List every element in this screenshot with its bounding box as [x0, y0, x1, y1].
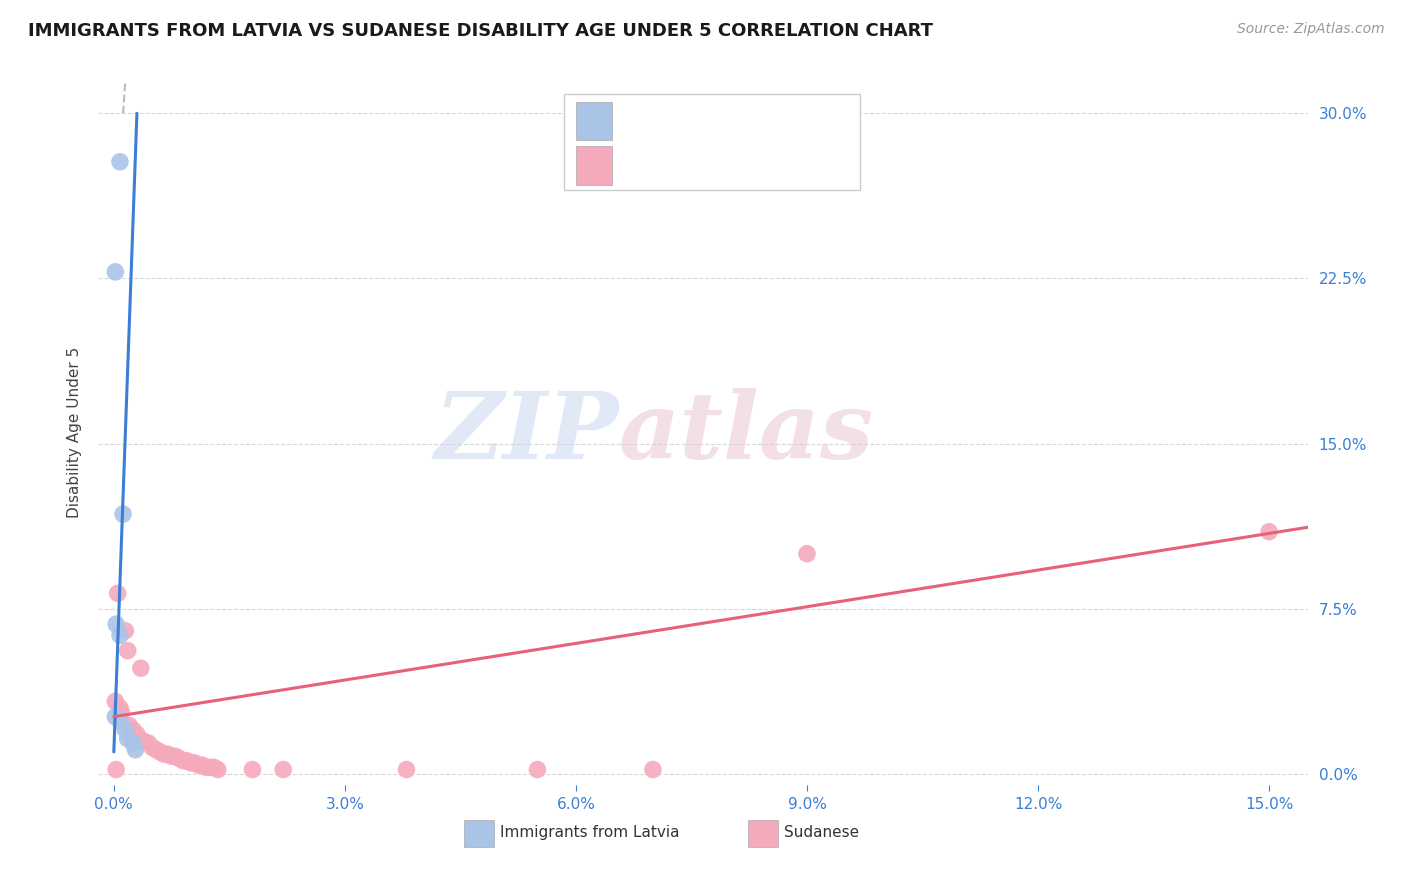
Text: 0.572: 0.572 [665, 157, 718, 175]
Point [141, 740, 163, 755]
Point [108, 628, 131, 642]
Point [153, 747, 176, 761]
Point [107, 586, 129, 600]
Text: IMMIGRANTS FROM LATVIA VS SUDANESE DISABILITY AGE UNDER 5 CORRELATION CHART: IMMIGRANTS FROM LATVIA VS SUDANESE DISAB… [28, 22, 934, 40]
Point [149, 745, 172, 759]
Point [271, 763, 294, 777]
Point [114, 723, 136, 737]
Point [202, 760, 225, 774]
Text: atlas: atlas [619, 388, 873, 477]
Text: R =: R = [627, 112, 662, 130]
Point [104, 265, 127, 279]
FancyBboxPatch shape [464, 821, 494, 847]
Text: N =: N = [725, 157, 773, 175]
Point [112, 507, 135, 521]
Point [132, 734, 155, 748]
Point [104, 709, 127, 723]
Point [526, 763, 548, 777]
Text: Immigrants from Latvia: Immigrants from Latvia [501, 825, 679, 840]
Point [176, 754, 198, 768]
Point [796, 547, 818, 561]
Point [127, 731, 149, 746]
Point [195, 760, 218, 774]
Point [165, 749, 187, 764]
FancyBboxPatch shape [748, 821, 778, 847]
Point [108, 714, 131, 728]
Point [104, 694, 127, 708]
Text: Source: ZipAtlas.com: Source: ZipAtlas.com [1237, 22, 1385, 37]
Point [114, 624, 136, 638]
Point [1258, 524, 1281, 539]
Point [160, 749, 183, 764]
Point [110, 706, 132, 720]
Y-axis label: Disability Age Under 5: Disability Age Under 5 [67, 347, 83, 518]
Text: 39: 39 [782, 157, 804, 175]
FancyBboxPatch shape [576, 102, 613, 140]
Point [129, 661, 152, 675]
Point [169, 751, 191, 765]
Point [125, 727, 148, 741]
FancyBboxPatch shape [564, 95, 860, 189]
Text: N =: N = [725, 112, 773, 130]
Point [108, 701, 131, 715]
Point [118, 718, 141, 732]
Text: ZIP: ZIP [434, 388, 619, 477]
Text: Sudanese: Sudanese [785, 825, 859, 840]
Point [138, 736, 160, 750]
Point [641, 763, 664, 777]
Point [122, 723, 145, 737]
Point [198, 760, 221, 774]
Point [191, 758, 214, 772]
Point [105, 617, 128, 632]
Point [124, 742, 146, 756]
Text: 11: 11 [782, 112, 804, 130]
FancyBboxPatch shape [576, 146, 613, 186]
Point [180, 756, 202, 770]
Point [242, 763, 264, 777]
Point [187, 758, 209, 772]
Point [122, 736, 145, 750]
Point [117, 731, 139, 746]
Point [156, 747, 179, 761]
Text: 0.713: 0.713 [665, 112, 718, 130]
Text: R =: R = [627, 157, 662, 175]
Point [172, 754, 194, 768]
Point [117, 643, 139, 657]
Point [105, 763, 128, 777]
Point [395, 763, 418, 777]
Point [108, 154, 131, 169]
Point [207, 763, 229, 777]
Point [183, 756, 205, 770]
Point [145, 742, 167, 756]
